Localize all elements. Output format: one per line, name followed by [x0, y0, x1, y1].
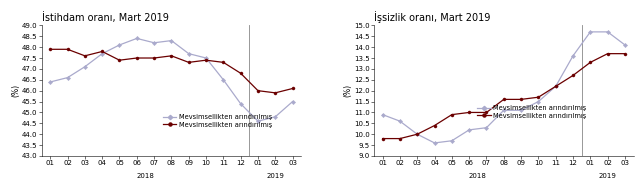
Y-axis label: (%): (%)	[12, 84, 20, 97]
Text: İstihdam oranı, Mart 2019: İstihdam oranı, Mart 2019	[42, 12, 168, 23]
Text: 2019: 2019	[266, 173, 284, 179]
Text: 2018: 2018	[136, 173, 154, 179]
Y-axis label: (%): (%)	[344, 84, 353, 97]
Text: 2019: 2019	[598, 173, 616, 179]
Text: İşsizlik oranı, Mart 2019: İşsizlik oranı, Mart 2019	[374, 11, 490, 23]
Legend: Mevsimsellikten arındırılmış, Mevsimsellikten arındırılmış: Mevsimsellikten arındırılmış, Mevsimsell…	[476, 104, 588, 120]
Legend: Mevsimsellikten arındırılmış, Mevsimsellikten arındırılmış: Mevsimsellikten arındırılmış, Mevsimsell…	[162, 113, 274, 129]
Text: 2018: 2018	[469, 173, 487, 179]
